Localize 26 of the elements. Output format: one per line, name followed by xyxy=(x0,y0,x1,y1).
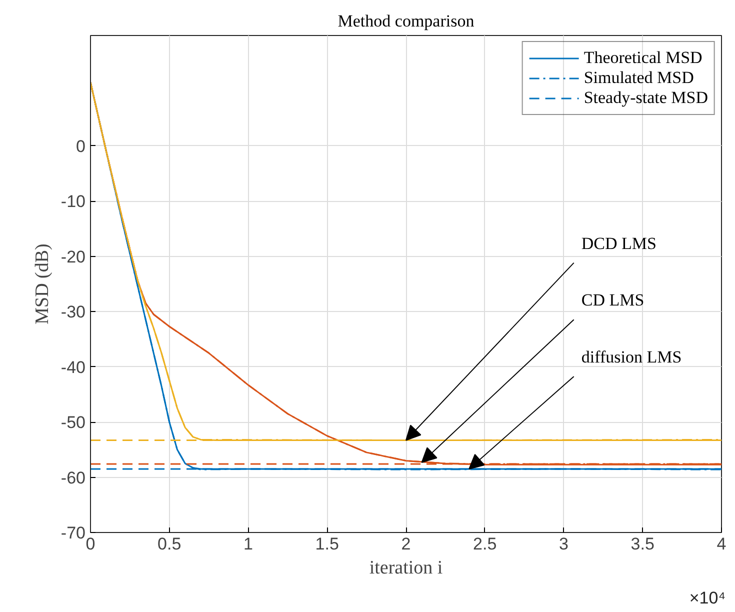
legend-label: Simulated MSD xyxy=(584,68,694,88)
x-tick-label: 3 xyxy=(559,534,568,554)
x-tick-label: 3.5 xyxy=(630,534,654,554)
y-tick-label: -30 xyxy=(60,302,86,322)
y-tick-label: 0 xyxy=(76,136,86,156)
legend-label: Theoretical MSD xyxy=(584,48,702,68)
y-tick-label: -70 xyxy=(60,524,86,542)
annotation: DCD LMS xyxy=(581,234,656,253)
chart-title: Method comparison xyxy=(338,12,475,30)
x-axis-title: iteration i xyxy=(369,558,443,578)
annotation: diffusion LMS xyxy=(581,348,682,367)
x-tick-label: 0.5 xyxy=(158,534,182,554)
x-tick-label: 4 xyxy=(716,534,726,554)
x-tick-label: 1.5 xyxy=(315,534,339,554)
y-tick-label: -40 xyxy=(60,358,86,377)
y-tick-label: -50 xyxy=(60,413,86,432)
y-tick-label: -10 xyxy=(60,192,86,212)
annotation: CD LMS xyxy=(581,290,644,310)
x-tick-label: 2.5 xyxy=(473,534,497,554)
x-tick-label: 2 xyxy=(401,534,411,554)
legend-label: Steady-state MSD xyxy=(584,88,708,108)
x-tick-label: 1 xyxy=(244,534,253,554)
y-tick-label: -20 xyxy=(60,247,86,266)
y-tick-label: -60 xyxy=(60,468,86,488)
y-axis-title: MSD (dB) xyxy=(32,244,53,324)
text: ×10⁴ xyxy=(689,588,726,608)
